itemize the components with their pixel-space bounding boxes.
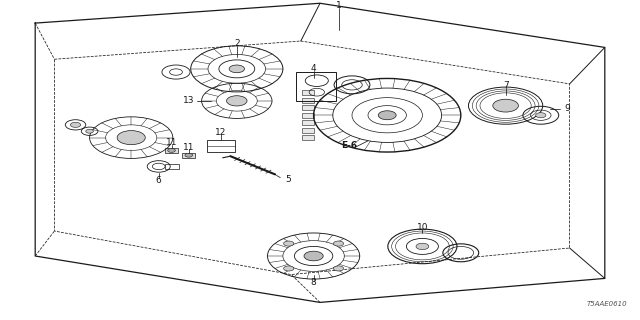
Text: 11: 11 <box>166 138 177 147</box>
Circle shape <box>493 99 518 112</box>
Text: 2: 2 <box>234 39 239 48</box>
Circle shape <box>185 153 193 157</box>
Circle shape <box>86 129 93 133</box>
Circle shape <box>333 241 344 246</box>
FancyBboxPatch shape <box>182 153 195 158</box>
Text: 7: 7 <box>503 81 508 90</box>
Text: 11: 11 <box>183 143 195 152</box>
Text: 10: 10 <box>417 223 428 232</box>
Text: 5: 5 <box>285 175 291 184</box>
Circle shape <box>416 243 429 250</box>
Circle shape <box>536 113 546 118</box>
FancyBboxPatch shape <box>302 128 314 133</box>
Circle shape <box>227 96 247 106</box>
Text: 9: 9 <box>564 104 570 113</box>
Text: E-6: E-6 <box>340 141 357 150</box>
Circle shape <box>304 251 323 261</box>
FancyBboxPatch shape <box>302 135 314 140</box>
Circle shape <box>70 122 81 127</box>
Text: 1: 1 <box>337 1 342 10</box>
Circle shape <box>168 148 175 152</box>
Circle shape <box>333 266 344 271</box>
Text: 12: 12 <box>215 128 227 137</box>
Text: 13: 13 <box>183 96 195 105</box>
Text: 4: 4 <box>311 64 316 73</box>
FancyBboxPatch shape <box>302 90 314 95</box>
FancyBboxPatch shape <box>302 98 314 103</box>
FancyBboxPatch shape <box>165 148 178 153</box>
Circle shape <box>229 65 244 73</box>
FancyBboxPatch shape <box>302 120 314 125</box>
FancyBboxPatch shape <box>302 113 314 118</box>
Circle shape <box>284 266 294 271</box>
Circle shape <box>117 131 145 145</box>
FancyBboxPatch shape <box>302 105 314 110</box>
Text: 8: 8 <box>311 278 316 287</box>
Circle shape <box>378 111 396 120</box>
Text: T5AAE0610: T5AAE0610 <box>587 301 627 307</box>
Circle shape <box>284 241 294 246</box>
Text: 6: 6 <box>156 176 161 185</box>
